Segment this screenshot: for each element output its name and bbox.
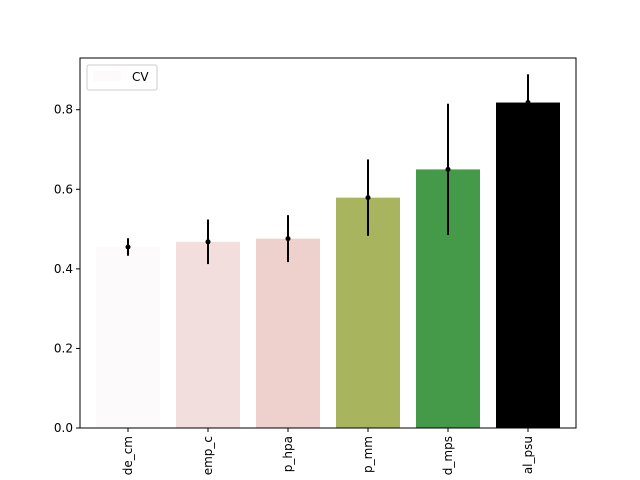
x-axis: de_cm emp_c p_hpa p_mm d_mps al_psu <box>121 428 535 475</box>
point-pressure_hpa <box>285 236 291 242</box>
x-tick-label-wind_mps: d_mps <box>441 436 455 475</box>
x-tick-label-precip_mm: p_mm <box>361 436 375 473</box>
x-tick-label-salinity_psu: al_psu <box>521 436 535 474</box>
y-tick-label-1: 0.2 <box>54 341 73 355</box>
x-tick-label-tide_cm: de_cm <box>121 436 135 475</box>
y-tick-label-4: 0.8 <box>54 103 73 117</box>
bars-group <box>96 102 560 428</box>
bar-temp_c <box>176 241 240 428</box>
x-tick-label-temp_c: emp_c <box>201 436 215 475</box>
legend-swatch <box>93 71 121 81</box>
point-wind_mps <box>445 166 451 172</box>
point-temp_c <box>205 239 211 245</box>
y-axis: 0.0 0.2 0.4 0.6 0.8 <box>54 103 80 435</box>
bar-precip_mm <box>336 197 400 428</box>
legend: CV <box>86 64 158 91</box>
y-tick-label-0: 0.0 <box>54 421 73 435</box>
point-tide_cm <box>125 244 131 250</box>
error-bars-group <box>125 74 531 265</box>
plot-frame <box>79 57 577 429</box>
bar-salinity_psu <box>496 102 560 428</box>
bar-tide_cm <box>96 246 160 428</box>
legend-label: CV <box>132 70 149 84</box>
y-tick-label-3: 0.6 <box>54 182 73 196</box>
bar-pressure_hpa <box>256 238 320 428</box>
x-tick-label-pressure_hpa: p_hpa <box>281 436 295 472</box>
y-tick-label-2: 0.4 <box>54 262 73 276</box>
point-precip_mm <box>365 195 371 201</box>
point-salinity_psu <box>525 100 531 106</box>
